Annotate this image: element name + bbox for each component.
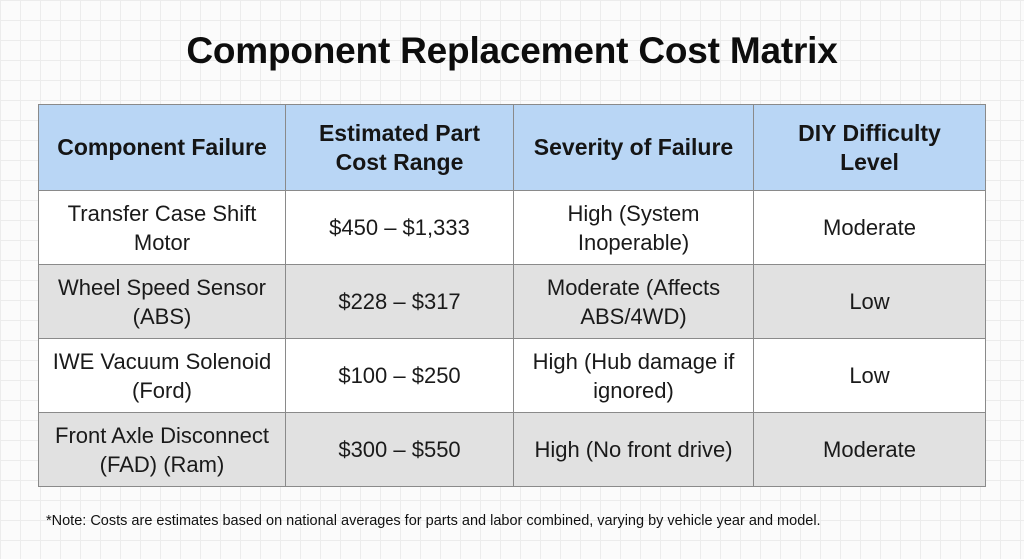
cell-component: Transfer Case Shift Motor (38, 190, 286, 265)
cell-cost: $300 – $550 (285, 412, 514, 487)
cell-component: IWE Vacuum Solenoid (Ford) (38, 338, 286, 413)
cell-difficulty: Moderate (753, 412, 986, 487)
cell-cost: $228 – $317 (285, 264, 514, 339)
cell-cost: $450 – $1,333 (285, 190, 514, 265)
cell-difficulty: Low (753, 264, 986, 339)
cell-cost: $100 – $250 (285, 338, 514, 413)
table-row: Transfer Case Shift Motor $450 – $1,333 … (38, 190, 986, 265)
footnote: *Note: Costs are estimates based on nati… (46, 513, 821, 529)
cell-severity: Moderate (Affects ABS/4WD) (513, 264, 754, 339)
cell-difficulty: Moderate (753, 190, 986, 265)
cost-matrix-table: Component Failure Estimated Part Cost Ra… (38, 104, 986, 487)
cell-severity: High (No front drive) (513, 412, 754, 487)
table-row: Wheel Speed Sensor (ABS) $228 – $317 Mod… (38, 264, 986, 339)
header-component-failure: Component Failure (38, 104, 286, 191)
cell-component: Wheel Speed Sensor (ABS) (38, 264, 286, 339)
header-part-cost-range: Estimated Part Cost Range (285, 104, 514, 191)
cell-component: Front Axle Disconnect (FAD) (Ram) (38, 412, 286, 487)
header-severity: Severity of Failure (513, 104, 754, 191)
table-header-row: Component Failure Estimated Part Cost Ra… (38, 104, 986, 191)
cell-severity: High (Hub damage if ignored) (513, 338, 754, 413)
table-row: Front Axle Disconnect (FAD) (Ram) $300 –… (38, 412, 986, 487)
cell-severity: High (System Inoperable) (513, 190, 754, 265)
header-diy-difficulty: DIY Difficulty Level (753, 104, 986, 191)
page-title: Component Replacement Cost Matrix (186, 30, 838, 71)
cell-difficulty: Low (753, 338, 986, 413)
table-row: IWE Vacuum Solenoid (Ford) $100 – $250 H… (38, 338, 986, 413)
